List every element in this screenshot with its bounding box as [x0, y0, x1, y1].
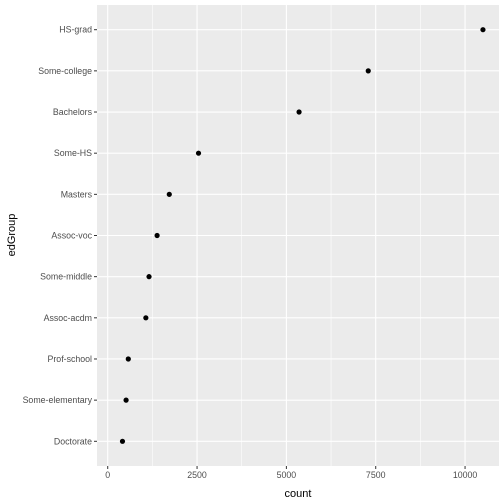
data-point	[123, 397, 129, 403]
data-point	[154, 232, 160, 239]
y-tick-label: Some-middle	[40, 272, 92, 282]
x-tick-label: 10000	[453, 470, 478, 480]
y-axis-ticks: Doctorate Some-elementary Prof-school Assoc…	[23, 25, 97, 446]
y-axis-title: edGroup	[6, 214, 18, 257]
y-tick-label: Assoc-acdm	[44, 313, 92, 323]
y-tick-label: HS-grad	[59, 25, 92, 35]
data-point	[119, 438, 126, 444]
y-tick-label: Some-HS	[54, 148, 92, 158]
x-tick-label: 2500	[187, 470, 207, 480]
data-point	[365, 68, 371, 74]
data-points	[119, 27, 486, 444]
data-point	[296, 109, 302, 115]
data-point	[146, 274, 152, 280]
y-tick-label: Some-college	[38, 66, 92, 76]
x-axis-title: count	[285, 488, 312, 500]
x-tick-label: 5000	[277, 470, 297, 480]
y-tick-label: Doctorate	[54, 436, 92, 446]
y-tick-label: Bachelors	[53, 107, 93, 117]
y-tick-label: Assoc-voc	[51, 231, 92, 241]
data-point	[195, 150, 202, 156]
x-tick-label: 7500	[366, 470, 386, 480]
x-axis-ticks: 0 2500 5000 7500 10000	[105, 466, 477, 480]
data-point	[125, 356, 131, 362]
data-point	[166, 191, 172, 197]
y-tick-label: Masters	[61, 189, 93, 199]
y-tick-label: Some-elementary	[23, 395, 93, 405]
data-point	[143, 315, 149, 321]
y-tick-label: Prof-school	[48, 354, 93, 364]
data-point	[480, 27, 486, 33]
major-grid	[97, 5, 499, 466]
x-tick-label: 0	[105, 470, 110, 480]
